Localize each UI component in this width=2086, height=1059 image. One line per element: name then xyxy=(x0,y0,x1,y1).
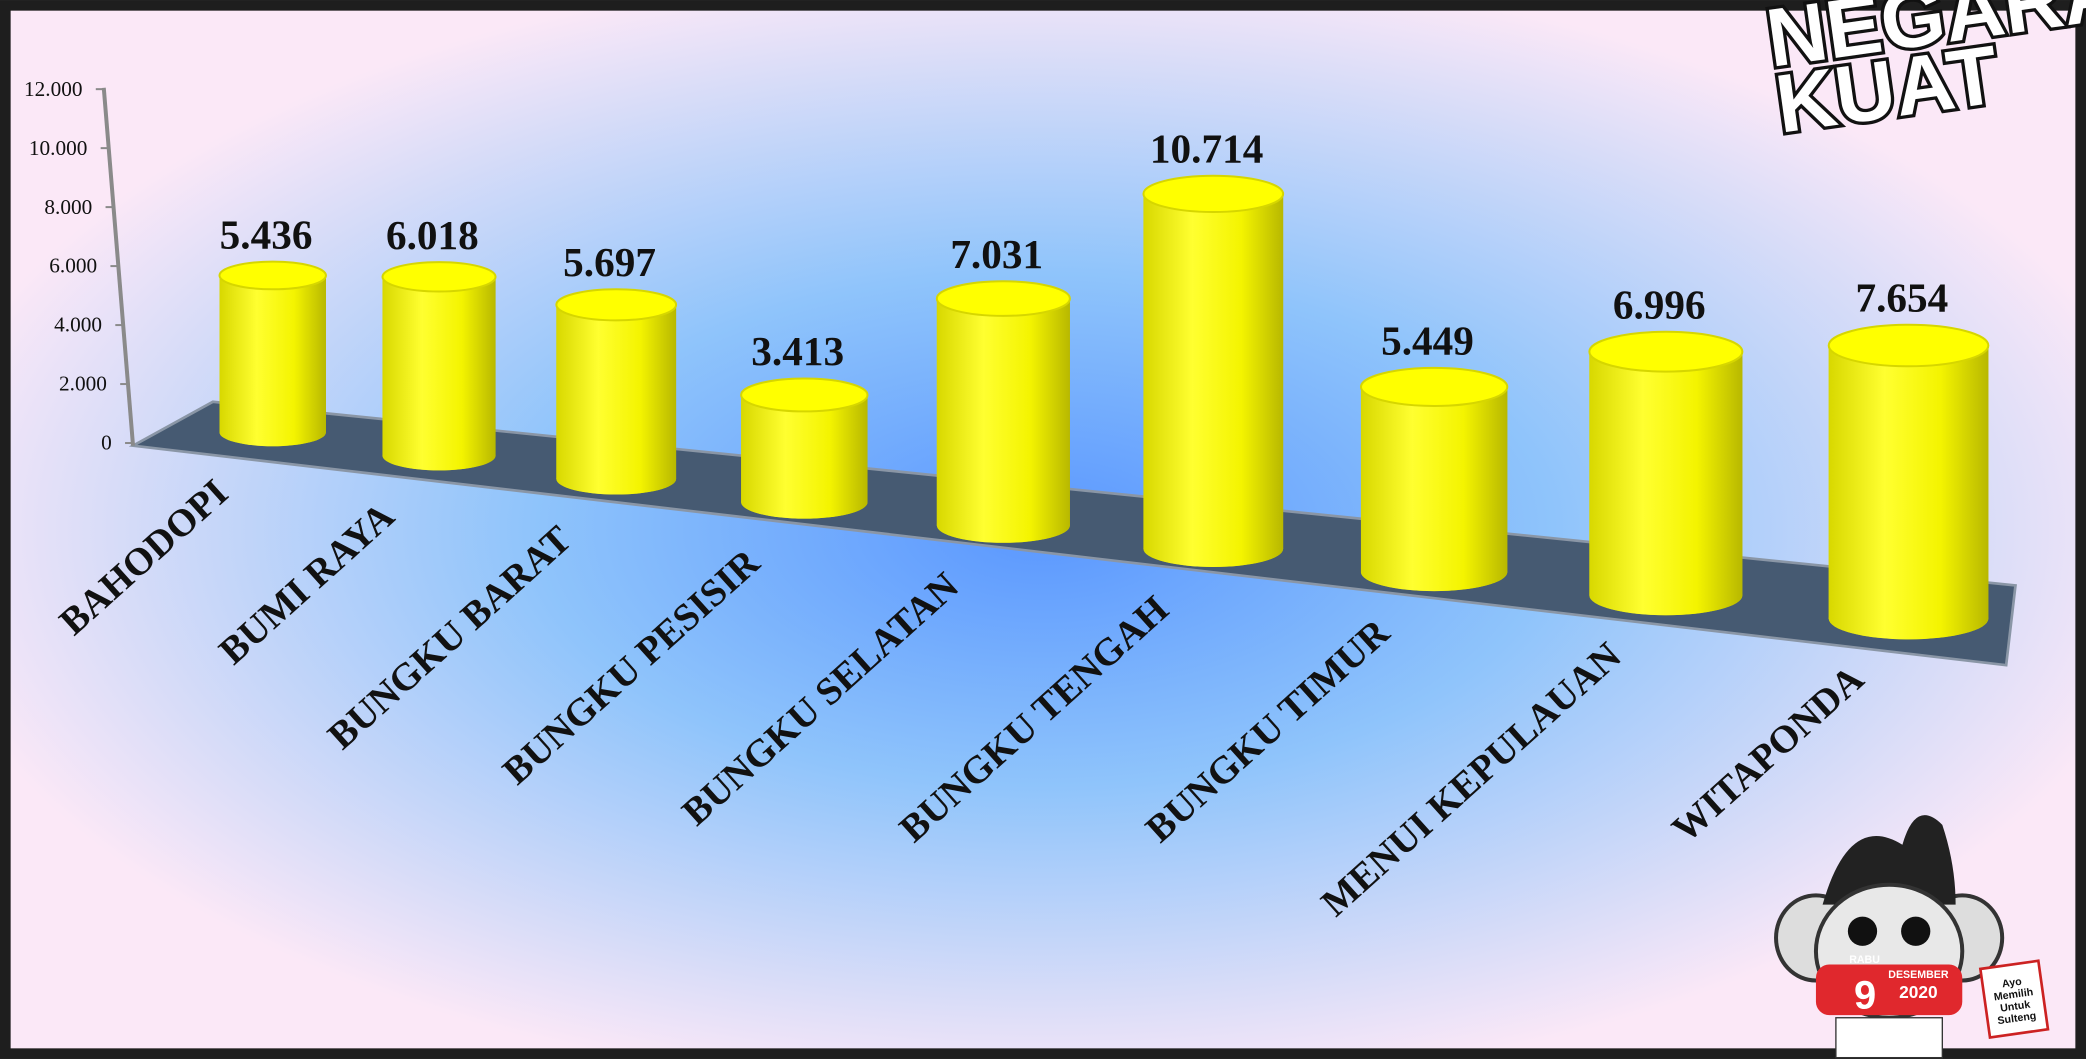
mask xyxy=(1815,964,1963,1016)
y-tick-label: 8.000 xyxy=(44,195,92,219)
mascot-year: 2020 xyxy=(1899,982,1937,1002)
cylinder xyxy=(381,261,497,471)
sign-text-box: Ayo Memilih Untuk Sulteng xyxy=(1993,975,2038,1027)
cylinder-top xyxy=(1359,366,1509,407)
cylinder-body-cover xyxy=(1828,345,1989,619)
cylinder-body-cover xyxy=(1360,386,1508,573)
mascot: RABU 9 DESEMBER 2020 Ayo Memilih Untuk S… xyxy=(1774,815,2050,1059)
cylinder xyxy=(1827,323,1990,640)
cylinder-body-cover xyxy=(219,275,326,433)
hair xyxy=(1822,815,1956,905)
cylinder-top xyxy=(381,261,497,293)
cylinder-body-cover xyxy=(936,298,1070,526)
value-label: 7.031 xyxy=(950,231,1043,277)
y-tick-label: 4.000 xyxy=(54,313,102,337)
cylinder-top xyxy=(935,280,1071,317)
cylinder-top xyxy=(555,288,678,322)
sign-text: Ayo Memilih Untuk Sulteng xyxy=(1993,975,2038,1027)
cylinder-body-cover xyxy=(1143,193,1284,549)
value-label: 5.449 xyxy=(1381,318,1474,364)
y-tick-label: 12.000 xyxy=(24,77,82,101)
mascot-day: RABU xyxy=(1849,954,1880,966)
y-tick-label: 10.000 xyxy=(29,136,87,160)
y-tick-label: 6.000 xyxy=(49,254,97,278)
value-label: 7.654 xyxy=(1855,274,1948,320)
cylinder-top xyxy=(218,260,327,291)
value-label: 6.996 xyxy=(1613,281,1706,327)
cylinder-top xyxy=(1827,323,1990,368)
cylinder-top xyxy=(740,377,869,413)
value-label: 10.714 xyxy=(1150,125,1263,171)
eye xyxy=(1847,916,1878,946)
cylinder-body-cover xyxy=(1589,351,1743,596)
cylinder-top xyxy=(1142,174,1285,214)
cylinder-top xyxy=(1588,330,1744,373)
cylinder xyxy=(1359,366,1509,592)
value-label: 5.436 xyxy=(220,211,313,257)
y-tick-label: 0 xyxy=(101,431,112,455)
cylinder xyxy=(740,377,869,519)
y-tick-label: 2.000 xyxy=(59,372,107,396)
cylinder-body-cover xyxy=(556,304,677,479)
cylinder xyxy=(218,260,327,447)
mascot-date: 9 xyxy=(1854,973,1876,1017)
cylinder xyxy=(935,280,1071,543)
cylinder xyxy=(1142,174,1285,567)
cylinder-body-cover xyxy=(741,394,868,503)
cylinder xyxy=(1588,330,1744,616)
eye xyxy=(1901,916,1931,946)
value-label: 6.018 xyxy=(386,212,479,258)
cylinder-body-cover xyxy=(382,276,496,456)
cylinder xyxy=(555,288,678,495)
mascot-month: DESEMBER xyxy=(1888,969,1949,981)
sign xyxy=(1978,959,2050,1039)
body xyxy=(1835,1017,1943,1059)
value-label: 3.413 xyxy=(751,328,844,374)
value-label: 5.697 xyxy=(563,239,656,285)
